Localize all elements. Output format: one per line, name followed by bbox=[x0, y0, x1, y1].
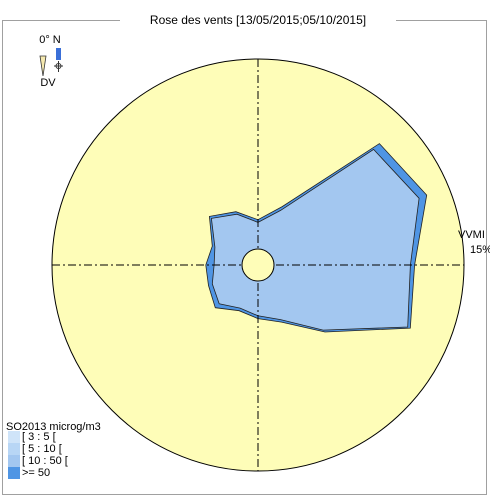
legend-label: [ 5 : 10 [ bbox=[22, 443, 62, 455]
legend-swatch bbox=[8, 431, 20, 443]
chart-title: Rose des vents [13/05/2015;05/10/2015] bbox=[150, 13, 366, 27]
rose: VVMI 15% bbox=[51, 58, 490, 472]
legend-swatch bbox=[8, 443, 20, 455]
compass-bar bbox=[56, 48, 61, 60]
legend-title: SO2013 microg/m3 bbox=[6, 421, 101, 433]
legend-swatch bbox=[8, 467, 20, 479]
compass-dot bbox=[55, 63, 62, 69]
legend-label: [ 3 : 5 [ bbox=[22, 431, 56, 443]
radial-axis-label: VVMI bbox=[458, 229, 485, 241]
legend-label: >= 50 bbox=[22, 467, 50, 479]
legend: [ 3 : 5 [[ 5 : 10 [[ 10 : 50 [>= 50 bbox=[8, 431, 68, 479]
legend-label: [ 10 : 50 [ bbox=[22, 455, 68, 467]
north-label: 0° N bbox=[39, 34, 61, 46]
compass-arrow bbox=[39, 55, 47, 77]
compass-icon bbox=[39, 48, 63, 77]
center-circle bbox=[241, 248, 275, 282]
title-background bbox=[120, 13, 396, 29]
r-tick-label: 15% bbox=[470, 244, 490, 256]
legend-swatch bbox=[8, 455, 20, 467]
direction-label: DV bbox=[40, 77, 56, 89]
